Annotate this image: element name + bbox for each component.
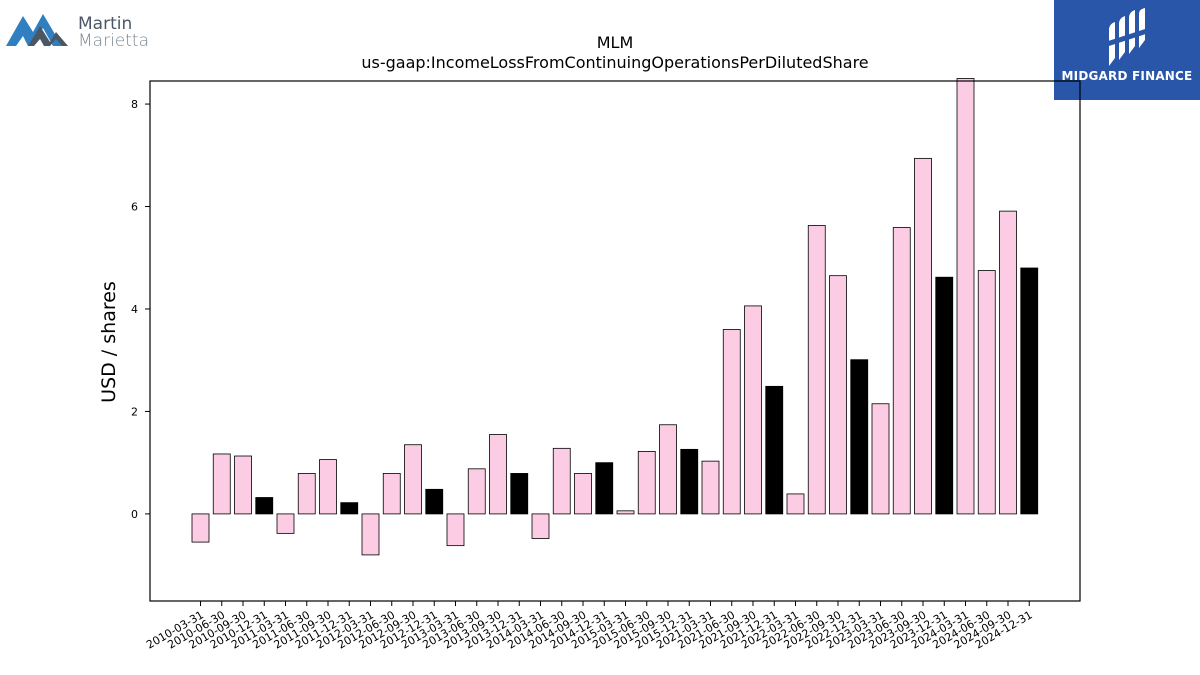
plot-frame: [149, 80, 1081, 602]
y-tick-label: 2: [131, 405, 138, 418]
bar-2021-09-30: [744, 305, 762, 515]
bar-2013-03-31: [446, 513, 465, 547]
bar-2013-12-31: [510, 473, 529, 515]
y-tick-label: 4: [131, 303, 138, 316]
bars-group: [191, 78, 1039, 556]
bar-2011-06-30: [297, 473, 316, 515]
bar-2023-09-30: [914, 157, 932, 515]
bar-2014-03-31: [531, 513, 550, 539]
bar-2011-12-31: [340, 502, 359, 515]
bar-2010-03-31: [191, 513, 210, 543]
chart-subtitle: us-gaap:IncomeLossFromContinuingOperatio…: [361, 53, 868, 72]
bar-2011-03-31: [276, 513, 295, 534]
martin-marietta-logo: Martin Marietta: [6, 6, 166, 50]
bar-2011-09-30: [319, 459, 337, 515]
bar-2010-09-30: [234, 455, 252, 515]
bar-2014-06-30: [552, 447, 571, 515]
bar-2021-06-30: [722, 329, 741, 515]
bar-2023-06-30: [892, 227, 911, 515]
bar-2024-06-30: [977, 270, 996, 515]
logo-name: MIDGARD FINANCE: [1061, 69, 1193, 83]
bar-2015-06-30: [637, 450, 656, 515]
bar-2023-03-31: [871, 403, 890, 515]
bar-2024-12-31: [1020, 267, 1039, 515]
bar-2010-12-31: [255, 497, 274, 515]
y-axis-label: USD / shares: [98, 281, 120, 403]
bar-2024-09-30: [999, 210, 1017, 515]
chart-title: MLM: [597, 33, 634, 52]
bar-2022-12-31: [850, 359, 869, 515]
bar-2015-03-31: [616, 510, 635, 515]
bar-2014-09-30: [574, 473, 592, 515]
y-tick-label: 6: [131, 201, 138, 214]
bar-2014-12-31: [595, 462, 614, 515]
bar-2012-09-30: [404, 444, 422, 515]
y-tick-label: 8: [131, 98, 138, 111]
bar-2012-12-31: [425, 488, 444, 515]
bar-2022-06-30: [807, 225, 826, 515]
bar-2023-12-31: [935, 276, 954, 515]
bar-2024-03-31: [956, 78, 975, 515]
bar-2021-12-31: [765, 385, 784, 515]
mountain-logo-icon: [6, 14, 68, 46]
logo-name-line1: Martin: [78, 14, 133, 34]
x-ticks-group: 2010-03-312010-06-302010-09-302010-12-31…: [144, 601, 1035, 652]
bar-2012-06-30: [382, 473, 401, 515]
bar-2021-03-31: [701, 460, 720, 515]
bar-2013-06-30: [467, 468, 486, 515]
bar-2012-03-31: [361, 513, 380, 556]
bar-2015-09-30: [659, 424, 677, 515]
midgard-finance-logo: MIDGARD FINANCE: [1054, 0, 1200, 100]
midgard-emblem-icon: [1107, 8, 1147, 66]
bar-2013-09-30: [489, 434, 507, 515]
bar-2010-06-30: [212, 453, 231, 515]
y-tick-label: 0: [131, 508, 138, 521]
logo-name-line2: Marietta: [78, 31, 150, 51]
bar-2022-03-31: [786, 493, 805, 515]
y-ticks-group: 0 2 4 6 8: [131, 98, 150, 521]
bar-2015-12-31: [680, 448, 699, 515]
bar-2022-09-30: [829, 275, 847, 515]
